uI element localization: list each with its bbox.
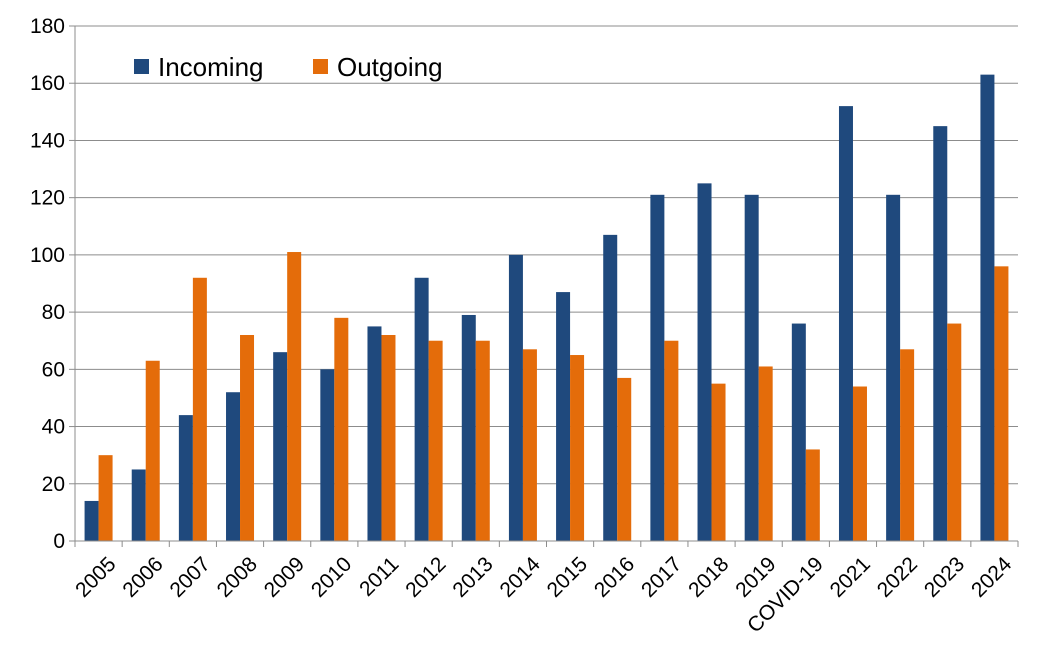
x-tick-label: 2017 bbox=[637, 553, 686, 602]
x-tick-label: 2008 bbox=[213, 553, 262, 602]
bar-outgoing-2009 bbox=[287, 252, 302, 541]
x-tick-label: 2021 bbox=[826, 553, 875, 602]
bar-outgoing-2016 bbox=[617, 377, 632, 541]
bar-incoming-2016 bbox=[603, 234, 618, 541]
bar-outgoing-2015 bbox=[570, 355, 585, 541]
bar-outgoing-2007 bbox=[192, 277, 207, 541]
bar-incoming-2007 bbox=[178, 415, 193, 541]
x-tick-label: 2005 bbox=[71, 553, 120, 602]
bar-incoming-2011 bbox=[367, 326, 382, 541]
x-tick-label: 2009 bbox=[260, 553, 309, 602]
bars bbox=[84, 74, 1009, 542]
x-tick-label: 2013 bbox=[448, 553, 497, 602]
y-tick-label: 80 bbox=[42, 301, 65, 324]
x-tick-label: 2015 bbox=[543, 553, 592, 602]
bar-outgoing-2019 bbox=[758, 366, 773, 541]
x-tick-label: 2016 bbox=[590, 553, 639, 602]
y-tick-label: 20 bbox=[42, 473, 65, 496]
bar-incoming-2008 bbox=[226, 392, 241, 541]
x-tick-label: 2024 bbox=[967, 552, 1017, 602]
gridlines bbox=[75, 25, 1018, 485]
bar-incoming-2005 bbox=[84, 500, 99, 541]
x-tick-label: 2018 bbox=[684, 553, 733, 602]
bar-outgoing-2014 bbox=[522, 349, 537, 541]
bar-outgoing-2006 bbox=[145, 360, 160, 541]
legend: Incoming Outgoing bbox=[134, 52, 443, 82]
axes bbox=[69, 25, 1019, 547]
y-tick-label: 180 bbox=[30, 15, 65, 38]
bar-incoming-2013 bbox=[461, 314, 476, 541]
bar-incoming-2017 bbox=[650, 194, 665, 542]
bar-outgoing-2010 bbox=[334, 317, 349, 541]
y-tick-label: 160 bbox=[30, 72, 65, 95]
y-tick-label: 100 bbox=[30, 244, 65, 267]
bar-outgoing-2005 bbox=[98, 455, 113, 541]
legend-label-outgoing: Outgoing bbox=[337, 52, 443, 82]
bar-incoming-2009 bbox=[273, 352, 288, 541]
bar-outgoing-2023 bbox=[947, 323, 962, 541]
x-tick-label: 2012 bbox=[401, 553, 450, 602]
legend-swatch-incoming bbox=[134, 59, 149, 74]
bar-outgoing-2012 bbox=[428, 340, 443, 541]
bar-outgoing-2021 bbox=[852, 386, 867, 541]
bar-incoming-2019 bbox=[744, 194, 759, 542]
bar-outgoing-covid-19 bbox=[805, 449, 820, 541]
bar-incoming-2021 bbox=[838, 106, 853, 541]
bar-outgoing-2018 bbox=[711, 383, 726, 541]
x-tick-label: 2023 bbox=[920, 553, 969, 602]
bar-outgoing-2011 bbox=[381, 335, 396, 541]
x-tick-label: 2014 bbox=[496, 552, 546, 602]
bar-outgoing-2024 bbox=[994, 266, 1009, 541]
x-tick-label: 2022 bbox=[873, 553, 922, 602]
y-tick-label: 140 bbox=[30, 129, 65, 152]
bar-outgoing-2017 bbox=[664, 340, 679, 541]
bar-incoming-covid-19 bbox=[791, 323, 806, 541]
bar-outgoing-2008 bbox=[240, 335, 255, 541]
bar-incoming-2014 bbox=[508, 254, 523, 541]
bar-incoming-2010 bbox=[320, 369, 335, 541]
bar-incoming-2024 bbox=[980, 74, 995, 541]
x-tick-label: 2006 bbox=[118, 553, 167, 602]
legend-swatch-outgoing bbox=[313, 59, 328, 74]
y-tick-label: 0 bbox=[53, 530, 65, 553]
bar-incoming-2006 bbox=[131, 469, 146, 541]
bar-incoming-2022 bbox=[886, 194, 901, 542]
x-tick-label: 2007 bbox=[166, 553, 215, 602]
x-tick-label: 2010 bbox=[307, 553, 356, 602]
x-tick-label: 2011 bbox=[355, 553, 403, 601]
x-axis-tick-labels: 2005200620072008200920102011201220132014… bbox=[71, 552, 1016, 637]
bar-incoming-2018 bbox=[697, 183, 712, 541]
bar-outgoing-2022 bbox=[900, 349, 915, 541]
bar-incoming-2023 bbox=[933, 126, 948, 541]
y-tick-label: 40 bbox=[42, 416, 65, 439]
bar-outgoing-2013 bbox=[475, 340, 490, 541]
y-tick-label: 120 bbox=[30, 187, 65, 210]
bar-incoming-2015 bbox=[556, 292, 571, 541]
legend-label-incoming: Incoming bbox=[158, 52, 264, 82]
y-axis-tick-labels: 0 20 40 60 80 100 120 140 160 180 bbox=[30, 15, 65, 553]
y-tick-label: 60 bbox=[42, 358, 65, 381]
bar-incoming-2012 bbox=[414, 277, 429, 541]
